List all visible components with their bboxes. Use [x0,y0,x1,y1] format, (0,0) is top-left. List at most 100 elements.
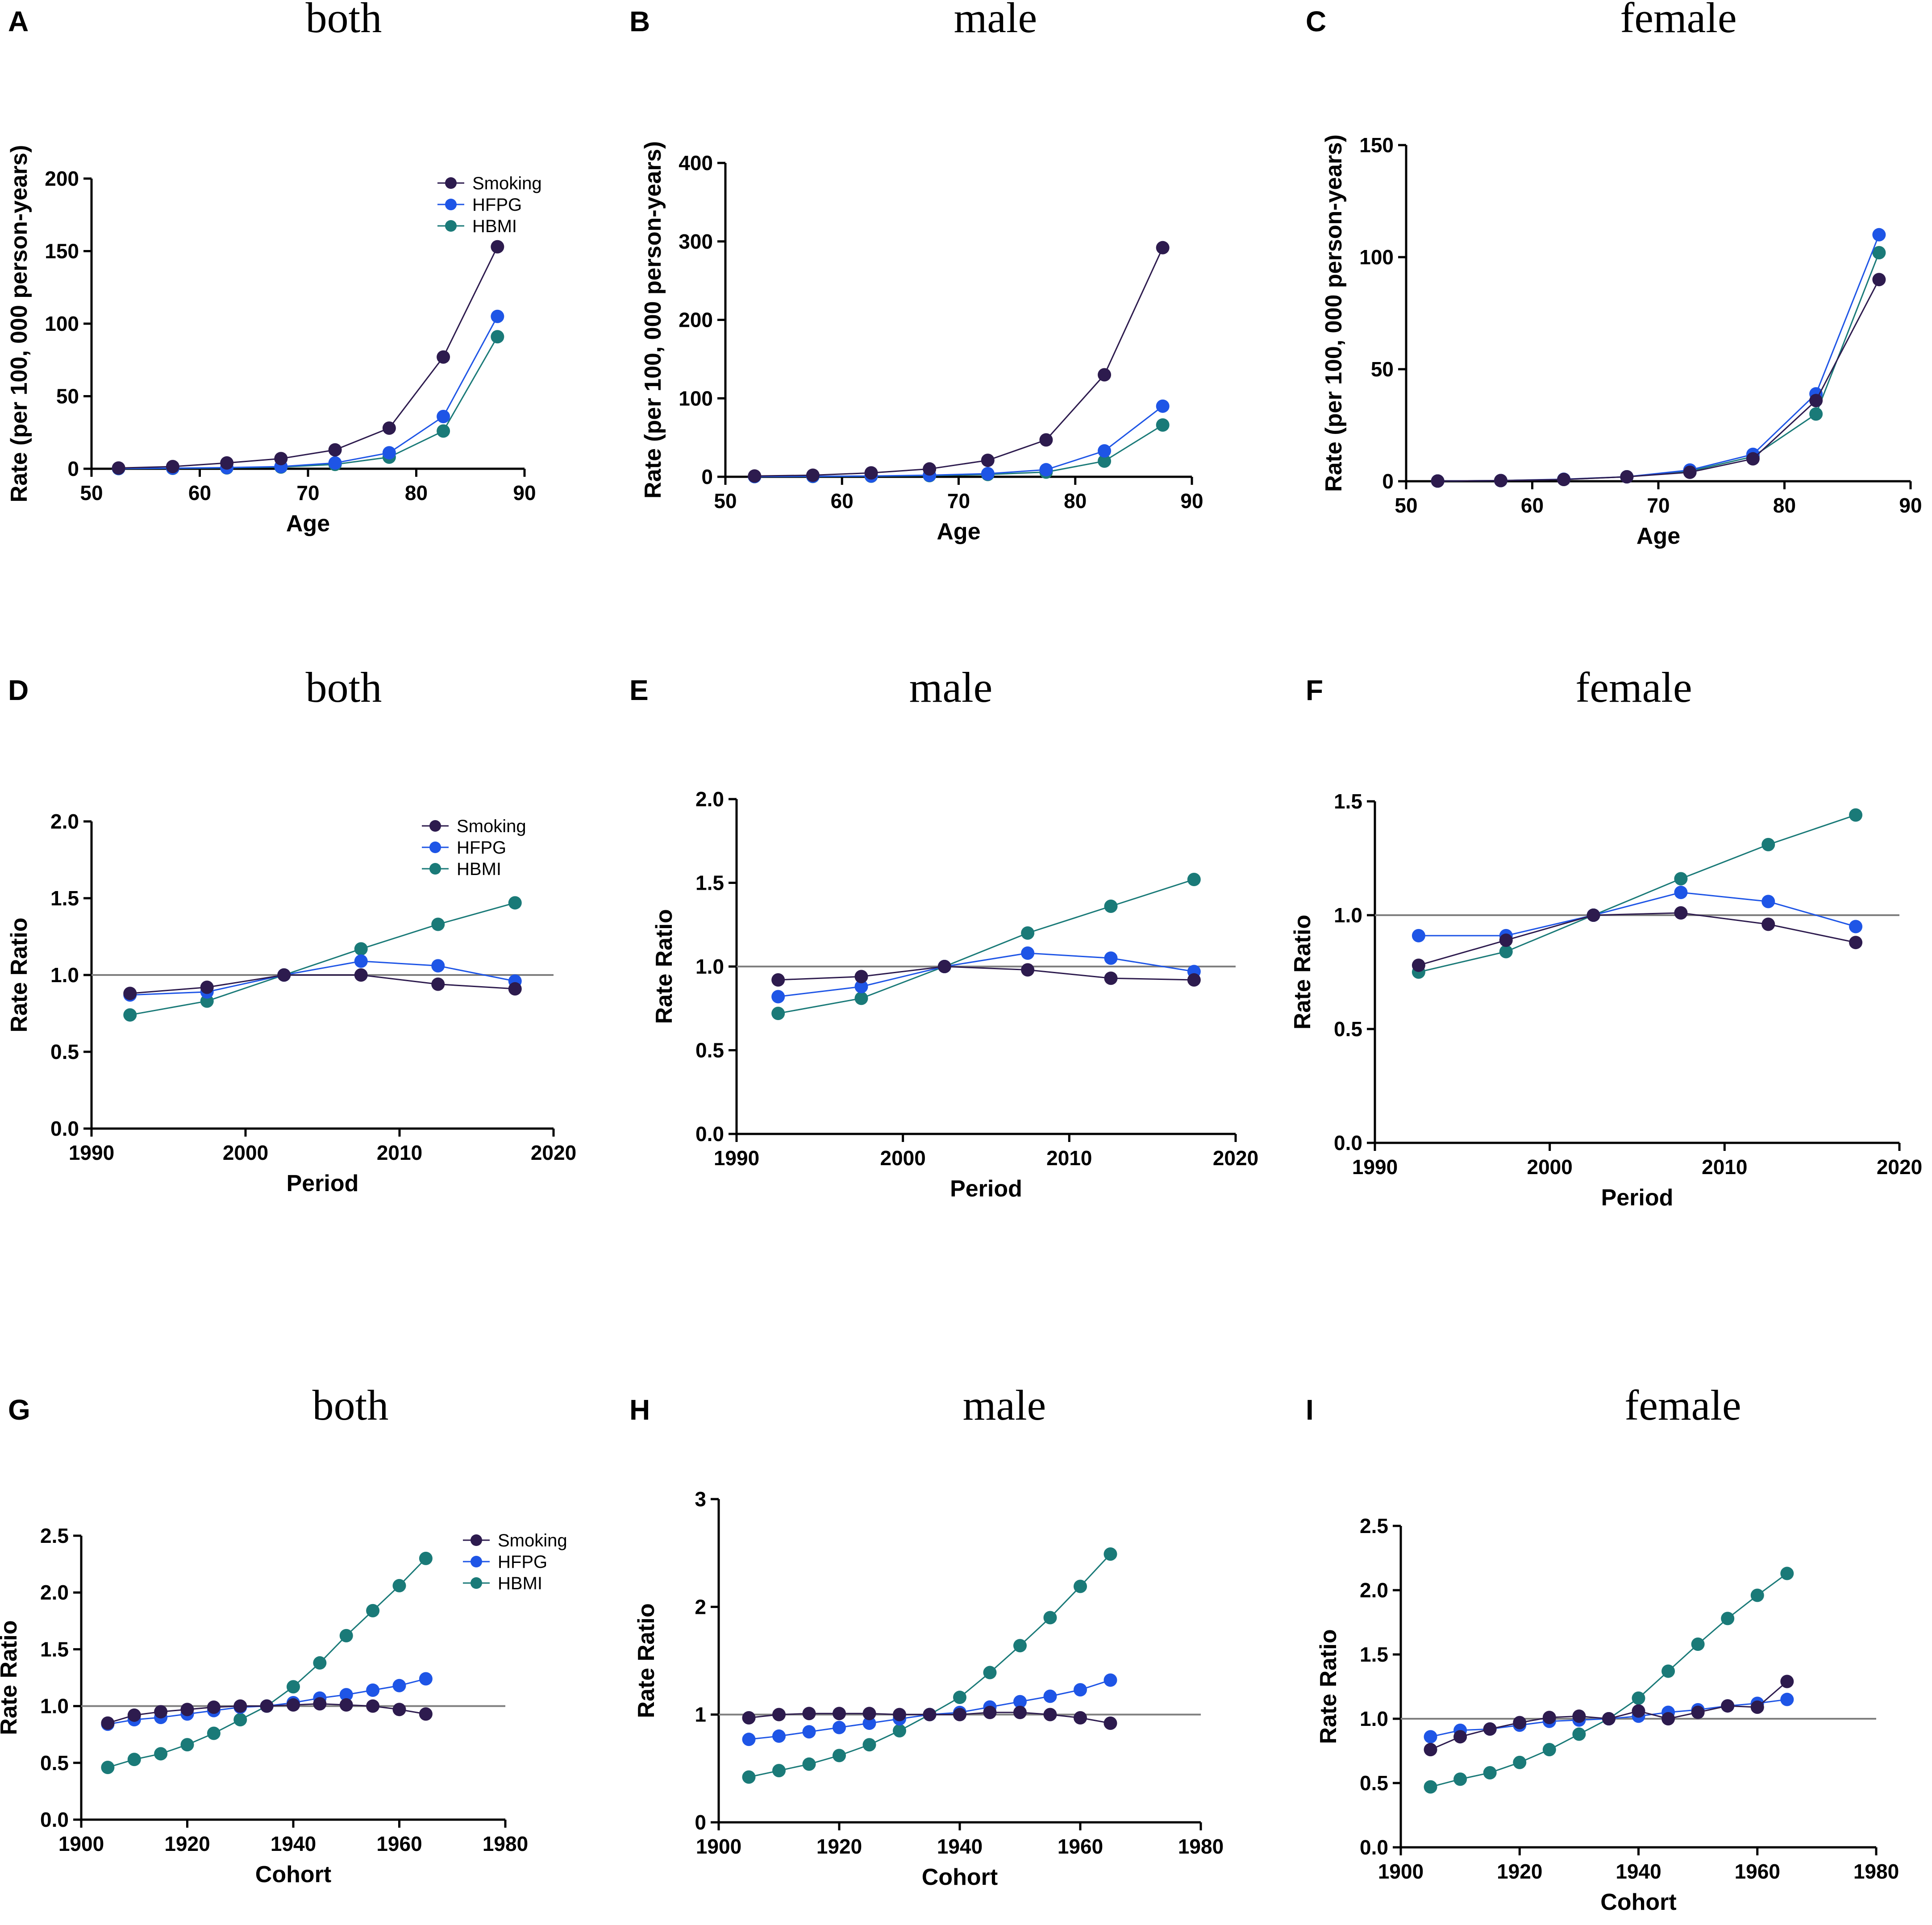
x-tick-label: 70 [296,481,319,504]
x-tick-label: 70 [1647,494,1670,517]
y-tick-label: 100 [679,387,713,410]
y-tick-label: 1.0 [1360,1707,1388,1730]
data-point [123,1008,137,1022]
y-tick-label: 0.0 [695,1122,724,1146]
panel-title: female [1575,663,1692,711]
y-tick-label: 200 [679,308,713,332]
x-tick-label: 1960 [1735,1860,1780,1883]
y-tick-label: 2.0 [50,810,79,833]
data-point [1104,971,1118,985]
x-tick-label: 1990 [714,1146,759,1170]
data-point [313,1656,327,1670]
y-axis-label: Rate Ratio [1316,1629,1341,1744]
legend-label: HBMI [457,859,501,879]
y-tick-label: 0.5 [50,1040,79,1063]
data-point [1156,399,1170,413]
x-axis-label: Period [1601,1185,1674,1211]
data-point [923,462,937,476]
data-point [123,987,137,1000]
y-axis-label: Rate (per 100, 000 person-years) [6,145,32,503]
data-point [431,977,445,991]
data-point [1674,886,1688,899]
data-point [981,454,995,467]
data-point [1013,1639,1027,1653]
data-point [1691,1705,1705,1719]
x-tick-label: 90 [1899,494,1922,517]
series-hfpg [112,309,504,475]
data-point [833,1749,846,1762]
data-point [1542,1743,1556,1757]
data-point [1572,1727,1586,1741]
legend: Smoking HFPG HBMI [437,174,542,236]
y-tick-label: 2.0 [40,1581,69,1604]
panel-letter: E [629,674,649,706]
data-point [419,1551,433,1565]
data-point [287,1680,300,1694]
series-line [130,960,516,996]
data-point [200,980,214,994]
y-tick-label: 1 [695,1703,706,1726]
data-point [1632,1704,1645,1718]
series-line [1430,1573,1788,1788]
data-point [180,1738,194,1752]
data-point [1572,1709,1586,1723]
series-line [129,902,516,1016]
data-point [366,1683,380,1697]
x-tick-label: 50 [714,489,737,512]
y-axis-label: Rate (per 100, 000 person-years) [1321,134,1347,492]
y-tick-label: 2 [695,1595,706,1618]
x-tick-label: 2010 [1702,1155,1747,1179]
panel-letter: D [8,674,29,706]
data-point [1499,933,1513,947]
data-point [1620,470,1634,483]
y-axis-label: Rate Ratio [0,1620,22,1735]
panel-title: female [1620,0,1736,42]
data-point [833,1721,846,1734]
y-tick-label: 0.5 [40,1751,69,1775]
data-point [491,240,504,254]
data-point [200,994,214,1008]
data-point [1872,273,1886,287]
series-line [778,879,1195,1014]
y-tick-label: 0 [1382,470,1394,493]
x-tick-label: 1980 [483,1832,528,1855]
x-tick-label: 50 [1395,494,1417,517]
y-tick-label: 1.5 [695,871,724,895]
series-line [754,405,1163,477]
legend-marker [429,820,441,832]
data-point [802,1757,816,1771]
y-tick-label: 1.5 [40,1638,69,1661]
data-point [419,1707,433,1721]
x-tick-label: 1960 [1058,1835,1103,1858]
data-point [1849,808,1863,822]
data-point [127,1753,141,1767]
legend-marker [445,177,457,189]
series-smoking [771,960,1201,987]
data-point [1494,474,1507,488]
data-point [1431,474,1445,488]
data-point [802,1707,816,1721]
data-point [771,1007,785,1020]
series-line [1418,814,1856,973]
data-point [1453,1730,1467,1744]
data-point [772,1708,786,1721]
x-tick-label: 60 [831,489,854,512]
data-point [1187,973,1201,987]
data-point [1872,246,1886,259]
panel-letter: G [8,1394,30,1426]
data-point [339,1688,353,1702]
data-point [339,1629,353,1642]
data-point [748,469,762,483]
x-tick-label: 80 [1064,489,1087,512]
data-point [1483,1766,1497,1779]
y-axis-label: Rate Ratio [633,1603,659,1718]
series-smoking [101,1697,433,1730]
x-tick-label: 1900 [1378,1860,1424,1883]
data-point [1103,1716,1117,1730]
y-tick-label: 0.0 [1360,1836,1388,1859]
x-tick-label: 1920 [1497,1860,1542,1883]
legend-label: Smoking [457,817,526,836]
y-tick-label: 2.5 [40,1524,69,1547]
y-tick-label: 100 [45,312,79,335]
